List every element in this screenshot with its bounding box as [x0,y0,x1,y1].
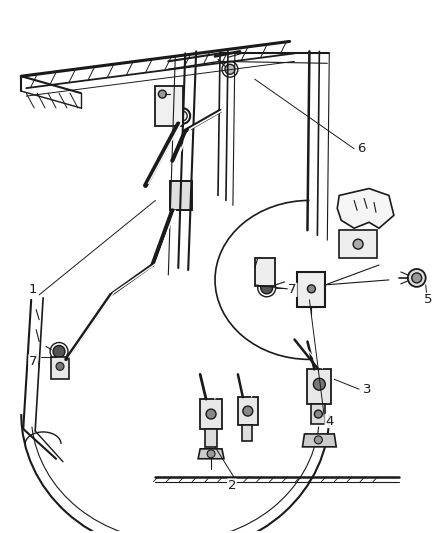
Text: 1: 1 [29,284,37,296]
Polygon shape [198,449,224,459]
Text: 2: 2 [228,479,236,492]
Bar [242,425,252,441]
Bar [170,181,192,211]
Polygon shape [337,189,394,228]
Circle shape [314,378,325,390]
Circle shape [243,406,253,416]
Bar [339,230,377,258]
Circle shape [225,64,235,74]
Polygon shape [303,434,336,447]
Circle shape [307,285,315,293]
Text: 7: 7 [29,355,37,368]
Circle shape [314,410,322,418]
Circle shape [159,90,166,98]
Circle shape [314,436,322,444]
Circle shape [206,409,216,419]
Bar [255,258,275,286]
Text: 6: 6 [357,142,365,155]
Bar [170,181,192,211]
Text: 4: 4 [325,415,333,427]
Bar [155,86,183,126]
Text: 5: 5 [424,293,433,306]
Circle shape [53,345,65,358]
Circle shape [56,362,64,370]
Circle shape [353,239,363,249]
Circle shape [261,282,273,294]
Bar [238,397,258,425]
Bar [311,404,325,424]
Bar [200,399,222,429]
Bar [297,272,325,307]
Text: 3: 3 [363,383,371,395]
Circle shape [412,273,422,283]
Circle shape [408,269,426,287]
Bar [51,358,69,379]
Bar [307,369,331,404]
Bar [205,429,217,447]
Text: 7: 7 [288,284,297,296]
Circle shape [207,450,215,458]
